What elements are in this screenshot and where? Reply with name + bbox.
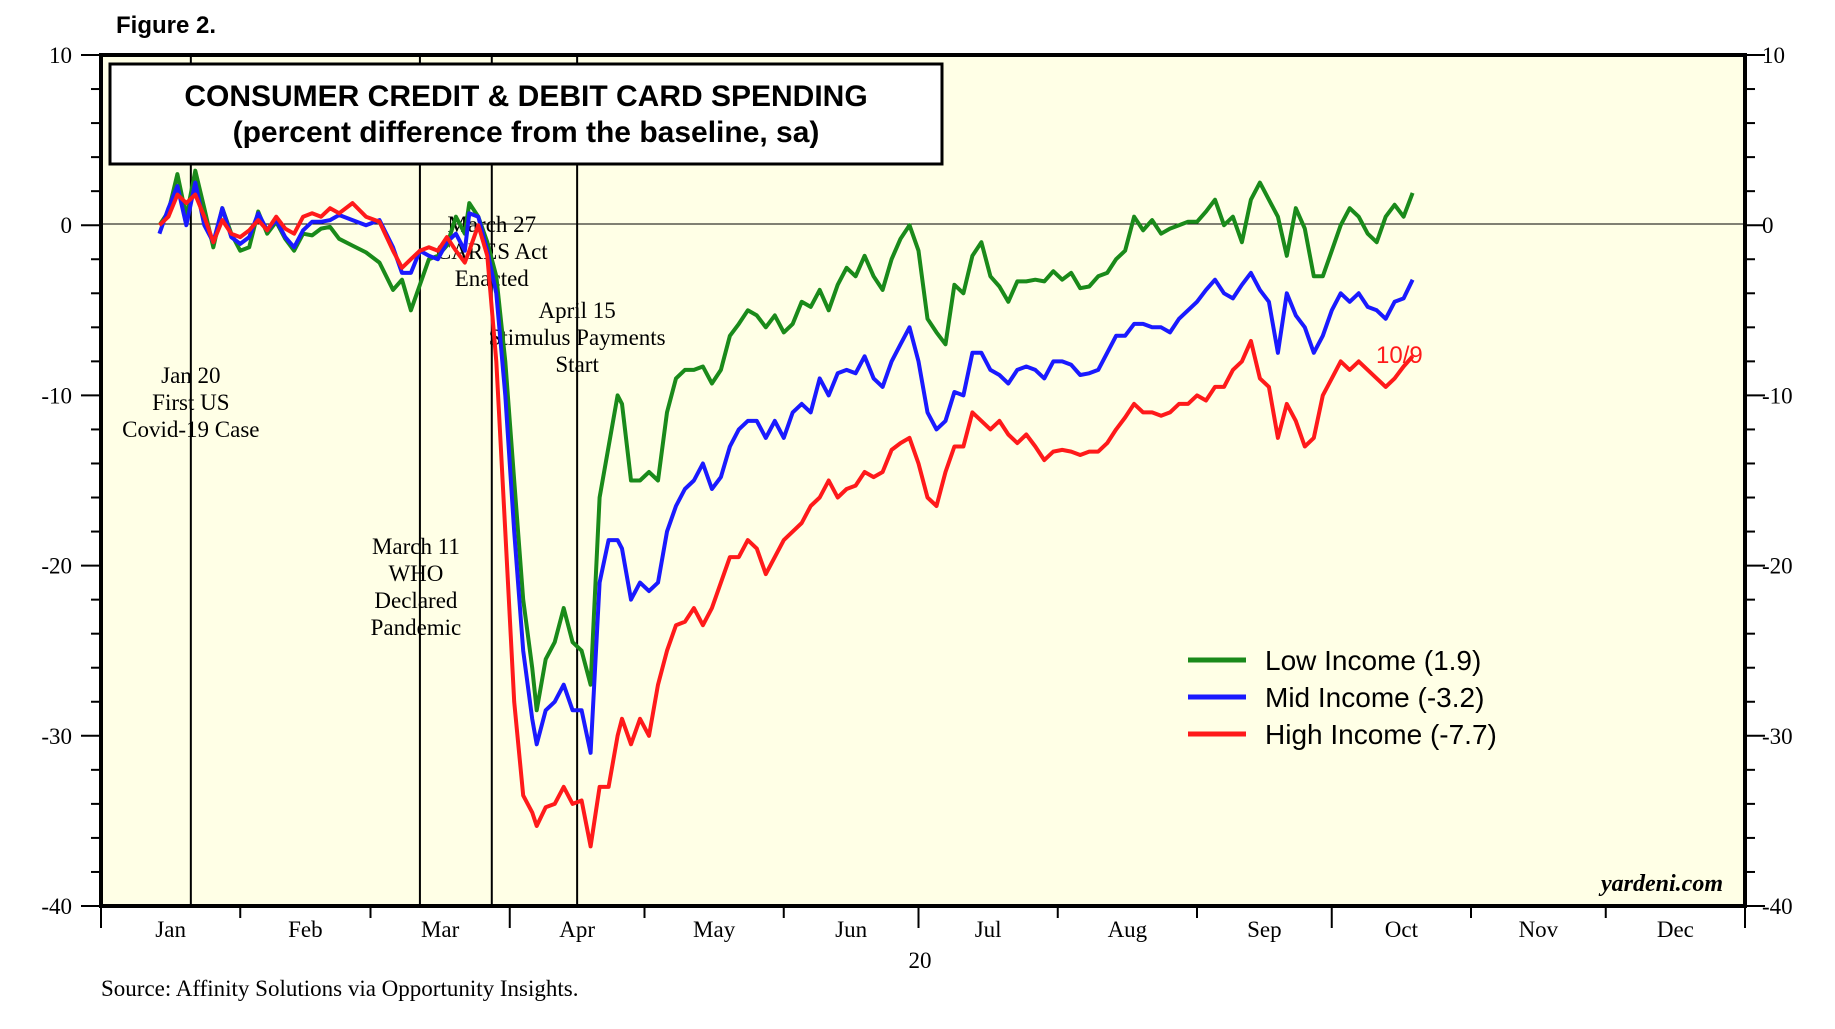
annotation-text: Pandemic	[371, 615, 462, 640]
chart-subtitle: (percent difference from the baseline, s…	[233, 116, 820, 149]
series-line	[157, 168, 1415, 713]
legend-label: Low Income (1.9)	[1265, 645, 1481, 676]
x-tick-label: Jul	[975, 917, 1002, 942]
series-lines	[157, 168, 1415, 849]
series-line	[158, 192, 1415, 849]
annotation-text: Start	[555, 352, 599, 377]
figure-label: Figure 2.	[116, 12, 216, 39]
annotation-text: WHO	[388, 561, 443, 586]
annotation-text: April 15	[538, 298, 615, 323]
annotation-text: Stimulus Payments	[489, 325, 666, 350]
x-axis-label: 20	[909, 948, 932, 973]
source-note: Source: Affinity Solutions via Opportuni…	[101, 976, 578, 1001]
x-tick-label: Feb	[288, 917, 323, 942]
x-tick-label: Nov	[1519, 917, 1559, 942]
annotation-text: Jan 20	[161, 363, 220, 388]
legend: Low Income (1.9) Mid Income (-3.2) High In…	[1188, 645, 1497, 750]
watermark: yardeni.com	[1598, 871, 1723, 897]
x-tick-label: Jan	[155, 917, 186, 942]
y-tick-label-right: -20	[1762, 554, 1793, 579]
x-tick-label: Dec	[1657, 917, 1694, 942]
annotation-text: March 11	[372, 534, 460, 559]
y-tick-label-left: -20	[41, 554, 72, 579]
x-tick-label: Apr	[559, 917, 595, 942]
annotation-text: Declared	[374, 588, 457, 613]
x-tick-label: Mar	[421, 917, 460, 942]
x-tick-label: Oct	[1385, 917, 1419, 942]
y-tick-label-left: 10	[49, 43, 72, 68]
y-tick-label-right: 10	[1762, 43, 1785, 68]
y-tick-label-right: -40	[1762, 894, 1793, 919]
y-tick-label-left: -40	[41, 894, 72, 919]
chart-title-box: CONSUMER CREDIT & DEBIT CARD SPENDING (p…	[108, 62, 944, 166]
y-tick-label-right: -30	[1762, 724, 1793, 749]
title-box	[108, 62, 944, 166]
y-tick-label-right: 0	[1762, 213, 1774, 238]
x-axis: Jan Feb Mar Apr May Jun Jul Aug Sep Oct Nov Dec	[100, 906, 1746, 942]
x-tick-label: Aug	[1108, 917, 1148, 942]
y-axes: 10 10 0 0 -10 -10 -20 -20 -30 -30 -40 -40	[41, 43, 1792, 919]
x-tick-label: May	[693, 917, 736, 942]
end-date-label: 10/9	[1376, 342, 1423, 369]
y-tick-label-left: -10	[41, 383, 72, 408]
legend-label: High Income (-7.7)	[1265, 719, 1497, 750]
annotation-text: Covid-19 Case	[122, 417, 259, 442]
annotation-text: First US	[152, 390, 229, 415]
x-tick-label: Sep	[1247, 917, 1282, 942]
y-tick-label-right: -10	[1762, 383, 1793, 408]
y-tick-label-left: -30	[41, 724, 72, 749]
x-tick-label: Jun	[835, 917, 867, 942]
chart-title: CONSUMER CREDIT & DEBIT CARD SPENDING	[184, 80, 867, 113]
y-tick-label-left: 0	[61, 213, 73, 238]
legend-label: Mid Income (-3.2)	[1265, 682, 1484, 713]
